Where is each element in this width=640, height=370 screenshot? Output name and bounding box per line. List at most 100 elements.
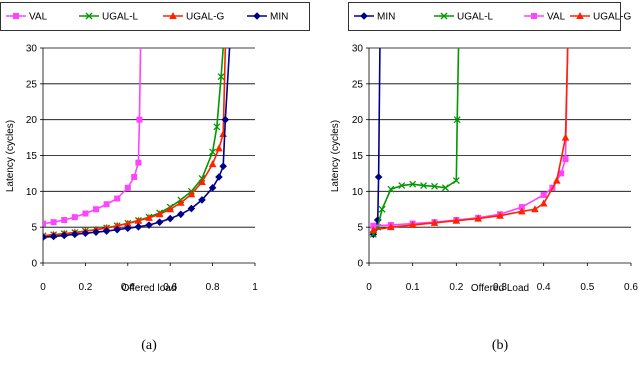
data-point (155, 210, 164, 218)
y-tick-label: 20 (26, 115, 38, 126)
data-point (213, 123, 221, 131)
series-line (43, 48, 231, 238)
y-axis-label-a: Latency (cycles) (5, 120, 16, 192)
data-point (409, 180, 417, 188)
legend-entry: UGAL-L (79, 12, 139, 23)
data-point (113, 221, 121, 229)
series-line (373, 48, 569, 231)
series-line (372, 48, 381, 235)
x-tick-label: 0.8 (206, 282, 220, 293)
legend-marker (531, 13, 537, 19)
legend-marker (13, 13, 19, 19)
data-point (208, 183, 217, 192)
data-point (102, 227, 111, 235)
data-point (71, 230, 79, 239)
series-val (43, 48, 143, 227)
data-point (431, 182, 438, 190)
data-point (60, 231, 68, 240)
data-point (113, 225, 121, 234)
series-line (43, 48, 227, 237)
data-point (61, 217, 68, 223)
data-point (124, 224, 132, 233)
x-tick-label: 0.5 (580, 282, 594, 293)
legend-entry: MIN (247, 12, 288, 23)
data-point (496, 211, 504, 219)
legend-entry: UGAL-G (163, 12, 225, 23)
data-point (136, 116, 143, 123)
data-point (43, 233, 47, 241)
legend-label: UGAL-G (593, 12, 632, 23)
x-tick-label: 0.1 (406, 282, 420, 293)
x-tick-label: 0.6 (624, 282, 638, 293)
x-tick-label: 0 (40, 282, 46, 293)
data-point (408, 221, 417, 229)
data-point (103, 201, 110, 208)
data-point (370, 222, 377, 229)
legend-marker (169, 12, 177, 19)
chart-b: MIN UGAL-L VAL UGAL-G 0 5 10 15 20 25 30 0 0.1 0.2 0.… (330, 2, 639, 353)
y-tick-label: 15 (352, 151, 364, 162)
data-point (430, 218, 439, 226)
x-tick-label: 0.2 (78, 282, 92, 293)
data-point (198, 196, 206, 204)
data-point (217, 73, 225, 81)
data-point (124, 219, 132, 227)
series-min (369, 48, 383, 239)
data-point (198, 178, 206, 186)
data-point (92, 228, 100, 236)
data-point (177, 210, 185, 219)
legend-label: MIN (270, 12, 288, 23)
data-point (134, 216, 143, 224)
data-point (374, 173, 383, 181)
plot-area-a: 0 5 10 15 20 25 30 0 0.2 0.4 0.6 0.8 1 (26, 44, 258, 294)
y-tick-label: 10 (352, 187, 364, 198)
x-tick-label: 0.2 (449, 282, 463, 293)
data-point (398, 182, 406, 190)
data-point (114, 195, 121, 202)
data-point (124, 184, 131, 191)
legend-entry: VAL (6, 12, 48, 23)
data-point (155, 218, 164, 226)
data-point (558, 170, 565, 177)
data-point (166, 205, 174, 213)
legend-entry: UGAL-G (570, 12, 632, 23)
plot-area-b: 0 5 10 15 20 25 30 0 0.1 0.2 0.3 0.4 0.5 0.6 (352, 44, 639, 294)
data-point (131, 174, 138, 180)
data-point (561, 133, 570, 141)
legend-entry: UGAL-L (434, 12, 494, 23)
data-point (93, 206, 99, 213)
series-ugal-l (369, 48, 461, 238)
legend-marker (360, 12, 368, 20)
legend-label: VAL (547, 12, 566, 23)
legend-entry: VAL (524, 12, 566, 23)
data-point (219, 130, 227, 137)
data-point (135, 159, 142, 166)
legend-label: VAL (29, 12, 48, 23)
data-point (215, 173, 223, 181)
data-point (540, 191, 547, 198)
series-ugal-g (369, 48, 570, 234)
data-point (378, 205, 386, 213)
data-point (187, 190, 196, 198)
series-ugal-g (43, 48, 227, 239)
series-min (43, 48, 231, 241)
legend-label: UGAL-G (186, 12, 225, 23)
caption-b: (b) (492, 338, 509, 353)
legend-label: UGAL-L (102, 12, 139, 23)
series-line (373, 48, 569, 227)
data-point (420, 182, 428, 190)
x-axis-label-a: Offered load (122, 283, 177, 294)
data-point (71, 214, 78, 221)
data-point (134, 223, 143, 231)
data-point (49, 232, 58, 241)
data-point (43, 220, 46, 227)
caption-a: (a) (141, 338, 157, 353)
x-tick-label: 0.3 (493, 282, 507, 293)
data-point (441, 184, 449, 192)
y-tick-label: 30 (352, 44, 364, 55)
data-point (562, 156, 569, 163)
y-tick-label: 25 (26, 79, 38, 90)
legend-marker (440, 12, 448, 20)
y-tick-label: 0 (357, 259, 363, 270)
